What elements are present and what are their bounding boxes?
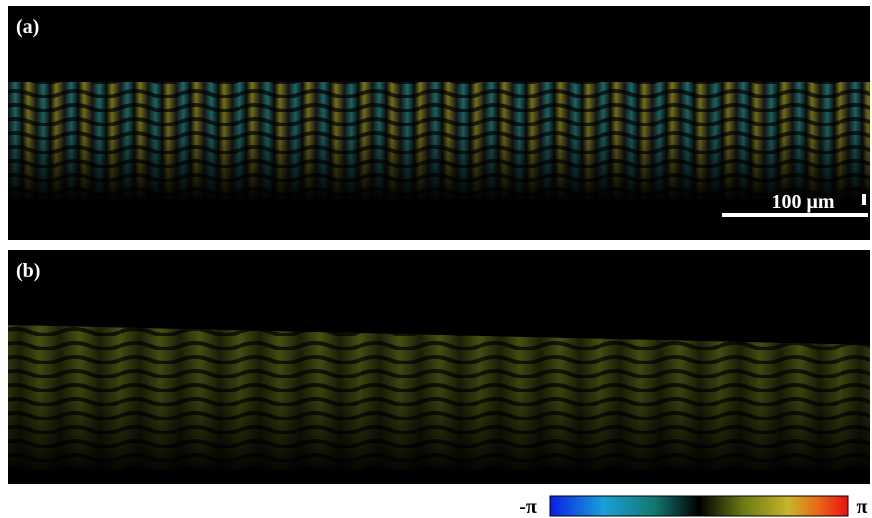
colorbar: -π π	[519, 496, 867, 518]
panel-b: (b)	[8, 250, 870, 484]
figure: (a) 100 μm (b) -π π	[0, 0, 872, 518]
panel-label: (a)	[16, 16, 39, 38]
colorbar-gradient	[550, 496, 848, 516]
marker	[862, 194, 866, 205]
colorbar-min-label: -π	[519, 496, 537, 518]
texture	[8, 82, 870, 202]
scale-bar-label: 100 μm	[772, 191, 835, 213]
colorbar-max-label: π	[857, 496, 868, 518]
panel-label: (b)	[16, 260, 40, 282]
panel-a: (a) 100 μm	[8, 6, 870, 240]
texture	[8, 325, 870, 470]
